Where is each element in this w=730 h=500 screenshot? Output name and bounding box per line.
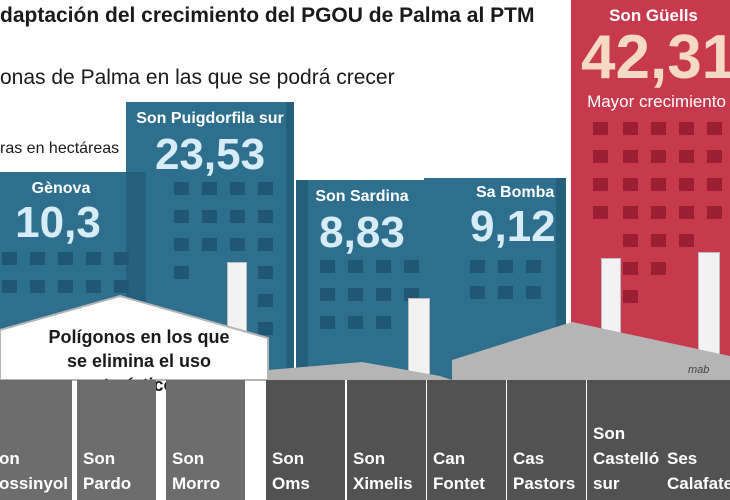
tower-note: Mayor crecimiento — [587, 92, 726, 111]
units-note: ras en hectáreas — [0, 140, 120, 157]
tower-name: Sa Bomba — [476, 184, 555, 201]
polygon-card: on ossinyol — [0, 380, 72, 500]
tower-value: 23,53 — [154, 130, 266, 179]
polygon-card: Cas Pastors — [507, 380, 586, 500]
polygon-card: Ses Calafate — [661, 380, 730, 500]
polygon-label: Son Castelló sur — [593, 424, 660, 493]
tower-value: 42,31 — [581, 23, 730, 92]
page-title: daptación del crecimiento del PGOU de Pa… — [0, 4, 535, 27]
polygon-label: Cas Pastors — [513, 449, 576, 493]
tower-name: Son Güells — [609, 6, 698, 25]
polygon-label: Son Pardo — [83, 449, 132, 493]
polygon-label: Son Morro — [172, 449, 221, 493]
polygon-label: Ses Calafate — [667, 449, 730, 493]
tower-value: 10,3 — [15, 198, 101, 247]
tower-name: Son Sardina — [315, 188, 409, 205]
polygon-card: Son Castelló sur — [587, 380, 666, 500]
tower-son-sardina: Son Sardina 8,83 — [296, 180, 428, 380]
polygon-card: Son Pardo — [77, 380, 156, 500]
tower-son-guells: Son Güells 42,31 Mayor crecimiento — [571, 0, 730, 380]
tower-name: Son Puigdorfila sur — [136, 110, 284, 127]
polygon-label: on ossinyol — [0, 449, 68, 493]
tower-value: 9,12 — [470, 202, 556, 251]
polygon-card: Son Ximelis — [347, 380, 426, 500]
tower-name: Gènova — [31, 180, 91, 197]
polygon-label: Son Oms — [272, 449, 310, 493]
page-subtitle: onas de Palma en las que se podrá crecer — [0, 66, 395, 89]
tower-value: 8,83 — [319, 208, 405, 257]
credit: mab — [688, 364, 710, 376]
polygon-label: Can Fontet — [433, 449, 485, 493]
polygon-label: Son Ximelis — [353, 449, 413, 493]
polygon-card: Son Morro — [166, 380, 245, 500]
polygon-card: Can Fontet — [427, 380, 506, 500]
polygons-heading-line: Polígonos en los que — [48, 327, 230, 347]
polygon-card: Son Oms — [266, 380, 345, 500]
